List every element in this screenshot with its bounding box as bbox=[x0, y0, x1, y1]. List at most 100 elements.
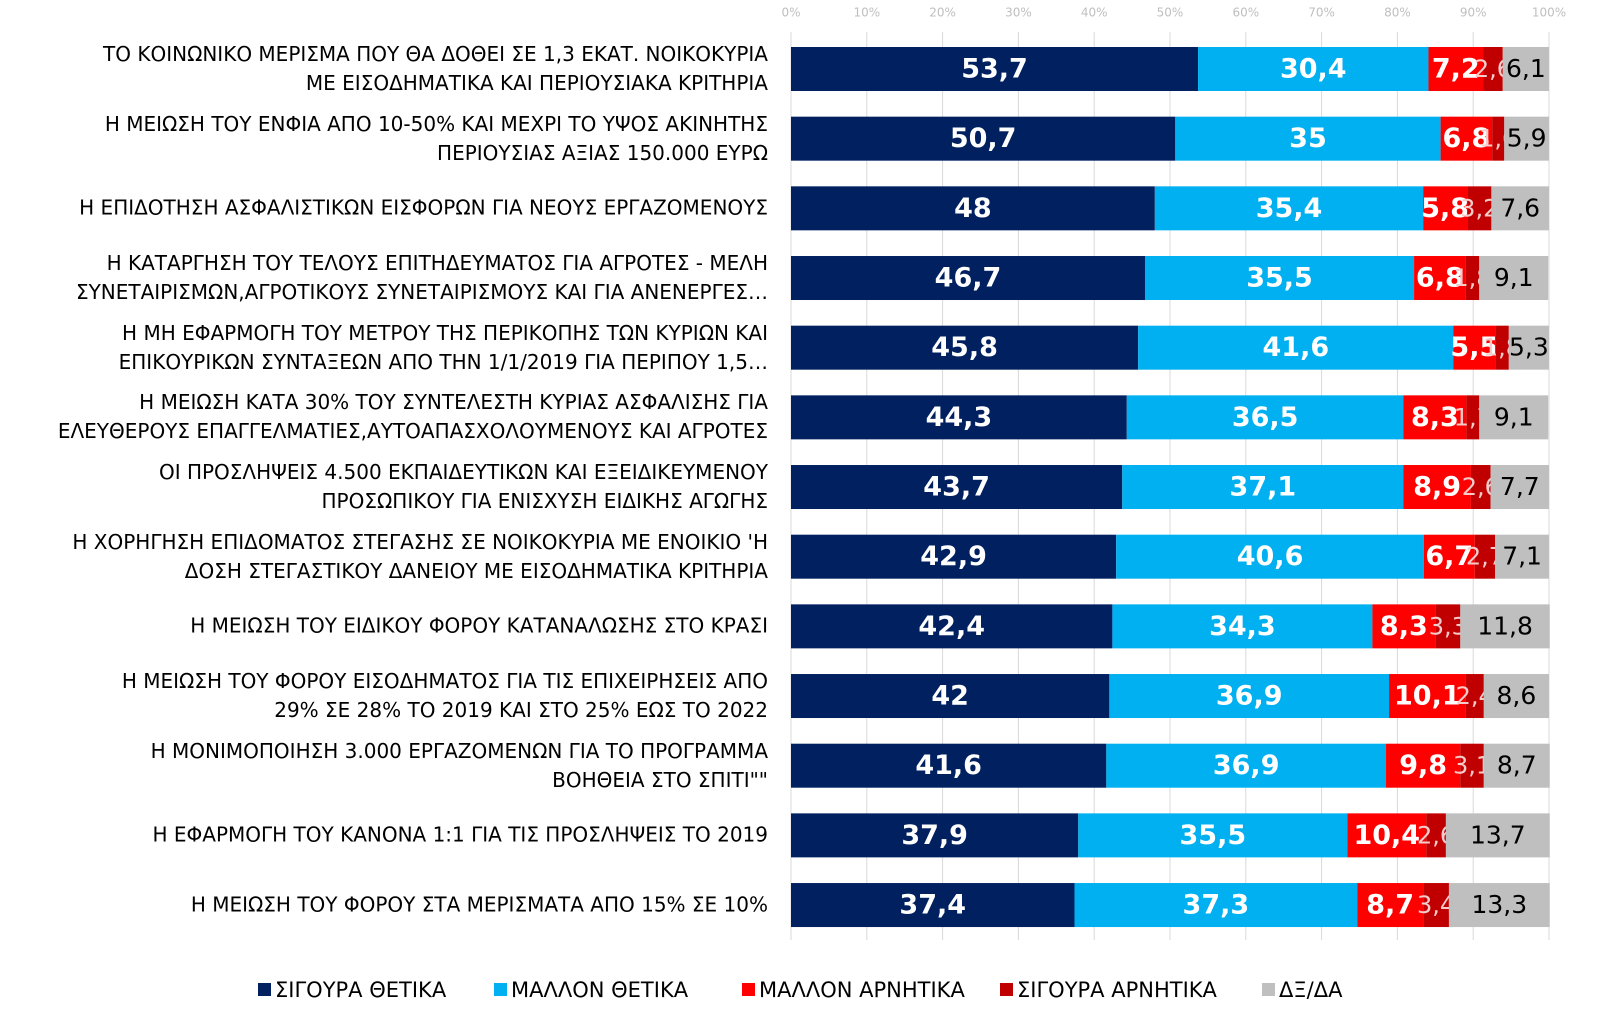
x-tick-label: 0% bbox=[781, 6, 800, 20]
bar-segment bbox=[1491, 186, 1549, 231]
x-tick-label: 70% bbox=[1308, 6, 1335, 20]
bar-segment bbox=[1440, 116, 1493, 161]
x-tick-label: 20% bbox=[929, 6, 956, 20]
bar-segment bbox=[1347, 813, 1427, 858]
data-label: 36,9 bbox=[1213, 750, 1280, 781]
bar-segment bbox=[791, 674, 1110, 719]
bar-segment bbox=[1448, 883, 1550, 928]
bar-segment bbox=[1426, 813, 1446, 858]
bar-segment bbox=[1495, 325, 1509, 370]
bar-segment bbox=[1423, 534, 1475, 579]
bar-segment bbox=[1435, 604, 1461, 649]
bar-segment bbox=[791, 116, 1176, 161]
bar-segment bbox=[1466, 395, 1480, 440]
category-label: Η ΜΕΙΩΣΗ ΤΟΥ ΕΝΦΙΑ ΑΠΟ 10-50% ΚΑΙ ΜΕΧΡΙ … bbox=[104, 111, 768, 165]
data-label: 5,8 bbox=[1421, 193, 1469, 224]
legend-swatch bbox=[494, 983, 507, 996]
x-tick-label: 80% bbox=[1384, 6, 1411, 20]
data-label: 7,7 bbox=[1500, 472, 1540, 501]
data-label: 34,3 bbox=[1209, 611, 1276, 642]
data-label: 8,7 bbox=[1497, 751, 1537, 780]
bar-segment bbox=[1403, 465, 1471, 510]
data-label: 45,8 bbox=[931, 332, 998, 363]
bar-segment bbox=[1465, 674, 1484, 719]
bar-segment bbox=[1198, 47, 1429, 91]
category-label: Η ΕΦΑΡΜΟΓΗ ΤΟΥ ΚΑΝΟΝΑ 1:1 ΓΙΑ ΤΙΣ ΠΡΟΣΛΗ… bbox=[152, 822, 768, 847]
bar-segment bbox=[1495, 534, 1549, 579]
x-tick-label: 30% bbox=[1005, 6, 1032, 20]
data-label: 5,3 bbox=[1509, 333, 1549, 362]
legend-swatch bbox=[742, 983, 755, 996]
category-label: Η ΚΑΤΑΡΓΗΣΗ ΤΟΥ ΤΕΛΟΥΣ ΕΠΙΤΗΔΕΥΜΑΤΟΣ ΓΙΑ… bbox=[75, 251, 768, 304]
data-label: 48 bbox=[954, 193, 992, 224]
legend-label: ΔΞ/ΔΑ bbox=[1279, 978, 1343, 1002]
bar-segment bbox=[791, 743, 1107, 788]
bar-segment bbox=[1479, 395, 1549, 440]
data-label: 36,5 bbox=[1232, 402, 1299, 433]
bar-segment bbox=[1109, 674, 1390, 719]
bar-segment bbox=[1428, 47, 1484, 91]
bar-segment bbox=[791, 186, 1155, 231]
bar-segment bbox=[1467, 186, 1492, 231]
data-label: 37,9 bbox=[901, 820, 968, 851]
data-label: 9,8 bbox=[1399, 750, 1447, 781]
data-label: 35,5 bbox=[1246, 263, 1313, 294]
bar-segment bbox=[1465, 256, 1480, 301]
bar-segment bbox=[791, 534, 1117, 579]
bar-segment bbox=[1389, 674, 1466, 719]
data-label: 35,5 bbox=[1180, 820, 1247, 851]
x-tick-label: 10% bbox=[853, 6, 880, 20]
bar-segment bbox=[1483, 674, 1549, 719]
x-tick-label: 50% bbox=[1157, 6, 1184, 20]
legend-swatch bbox=[258, 983, 271, 996]
category-label: Η ΜΕΙΩΣΗ ΤΟΥ ΦΟΡΟΥ ΕΙΣΟΔΗΜΑΤΟΣ ΓΙΑ ΤΙΣ Ε… bbox=[121, 669, 768, 723]
bar-segment bbox=[1453, 325, 1496, 370]
bar-segment bbox=[791, 604, 1113, 649]
bar-segment bbox=[791, 256, 1145, 301]
data-label: 7,2 bbox=[1432, 54, 1480, 85]
data-label: 37,3 bbox=[1183, 890, 1250, 921]
data-label: 42,4 bbox=[918, 611, 985, 642]
bar-segment bbox=[1508, 325, 1549, 370]
bar-segment bbox=[1504, 116, 1549, 161]
category-label: Η ΜΕΙΩΣΗ ΚΑΤΑ 30% ΤΟΥ ΣΥΝΤΕΛΕΣΤΗ ΚΥΡΙΑΣ … bbox=[57, 390, 768, 444]
bar-segment bbox=[1078, 813, 1348, 858]
bar-segment bbox=[1074, 883, 1358, 928]
data-label: 8,3 bbox=[1411, 402, 1459, 433]
data-label: 37,4 bbox=[899, 890, 966, 921]
bar-segment bbox=[1106, 743, 1387, 788]
bar-segment bbox=[791, 883, 1075, 928]
data-label: 13,3 bbox=[1472, 890, 1528, 919]
data-label: 41,6 bbox=[915, 750, 982, 781]
category-label: Η ΕΠΙΔΟΤΗΣΗ ΑΣΦΑΛΙΣΤΙΚΩΝ ΕΙΣΦΟΡΩΝ ΓΙΑ ΝΕ… bbox=[79, 195, 768, 220]
data-label: 13,7 bbox=[1470, 820, 1526, 849]
bar-segment bbox=[1490, 465, 1549, 510]
data-label: 9,1 bbox=[1494, 402, 1534, 431]
bar-segment bbox=[791, 813, 1079, 858]
bar-segment bbox=[1372, 604, 1436, 649]
data-label: 40,6 bbox=[1237, 541, 1304, 572]
data-label: 8,9 bbox=[1413, 472, 1461, 503]
bar-segment bbox=[1386, 743, 1461, 788]
bar-segment bbox=[1483, 743, 1550, 788]
bar-segment bbox=[1474, 534, 1496, 579]
bar-segment bbox=[1479, 256, 1549, 301]
data-label: 5,9 bbox=[1507, 124, 1547, 153]
category-label: Η ΜΟΝΙΜΟΠΟΙΗΣΗ 3.000 ΕΡΓΑΖΟΜΕΝΩΝ ΓΙΑ ΤΟ … bbox=[150, 738, 768, 792]
legend-label: ΜΑΛΛΟΝ ΘΕΤΙΚΑ bbox=[511, 978, 689, 1002]
bar-segment bbox=[1470, 465, 1491, 510]
bar-segment bbox=[1460, 743, 1484, 788]
data-label: 36,9 bbox=[1216, 681, 1283, 712]
legend-swatch bbox=[1262, 983, 1275, 996]
category-label: Η ΜΕΙΩΣΗ ΤΟΥ ΕΙΔΙΚΟΥ ΦΟΡΟΥ ΚΑΤΑΝΑΛΩΣΗΣ Σ… bbox=[190, 613, 768, 638]
legend-label: ΣΙΓΟΥΡΑ ΘΕΤΙΚΑ bbox=[275, 978, 447, 1002]
bar-segment bbox=[791, 325, 1139, 370]
data-label: 37,1 bbox=[1230, 472, 1297, 503]
bar-segment bbox=[1144, 256, 1415, 301]
bar-segment bbox=[1154, 186, 1424, 231]
legend-label: ΜΑΛΛΟΝ ΑΡΝΗΤΙΚΑ bbox=[759, 978, 965, 1002]
bar-segment bbox=[1414, 256, 1466, 301]
data-label: 53,7 bbox=[961, 54, 1028, 85]
data-label: 7,1 bbox=[1502, 542, 1542, 571]
